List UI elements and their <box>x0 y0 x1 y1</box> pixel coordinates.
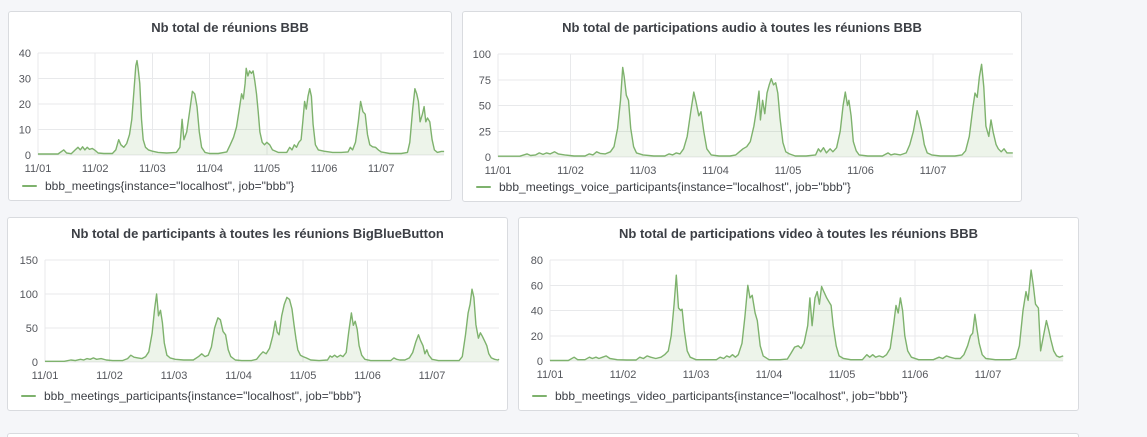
x-tick-label: 11/02 <box>82 163 109 175</box>
y-tick-label: 10 <box>19 125 31 137</box>
series-color-dash-icon <box>476 186 491 188</box>
y-tick-label: 75 <box>479 75 491 87</box>
panel-title[interactable]: Nb total de participations audio à toute… <box>562 20 922 35</box>
legend-label: bbb_meetings_video_participants{instance… <box>555 389 908 403</box>
x-tick-label: 11/04 <box>225 370 252 382</box>
series-area <box>498 64 1013 157</box>
panel-audio-participations: Nb total de participations audio à toute… <box>462 11 1022 202</box>
x-tick-label: 11/02 <box>557 165 584 177</box>
series-color-dash-icon <box>532 395 547 397</box>
y-tick-label: 100 <box>20 289 38 301</box>
y-tick-label: 40 <box>19 48 31 60</box>
y-tick-label: 20 <box>531 331 543 343</box>
y-tick-label: 50 <box>479 101 491 113</box>
x-tick-label: 11/07 <box>419 370 446 382</box>
x-tick-label: 11/07 <box>975 369 1002 381</box>
y-tick-label: 30 <box>19 74 31 86</box>
y-tick-label: 40 <box>531 306 543 318</box>
y-tick-label: 25 <box>479 126 491 138</box>
x-tick-label: 11/04 <box>196 163 223 175</box>
x-tick-label: 11/05 <box>829 369 856 381</box>
panel-meetings-total: Nb total de réunions BBB 0 10 20 30 40 11/01 1… <box>8 11 452 201</box>
series-color-dash-icon <box>21 395 36 397</box>
x-tick-label: 11/07 <box>368 163 395 175</box>
time-series-chart[interactable]: 0 20 40 60 80 11/01 11/02 11/03 11/04 11/05 11/06 1… <box>519 218 1078 410</box>
panel-video-participations: Nb total de participations video à toute… <box>518 217 1079 411</box>
next-panel-row-edge <box>7 433 1079 437</box>
series-line <box>550 269 1064 362</box>
legend-item[interactable]: bbb_meetings{instance="localhost", job="… <box>22 179 294 193</box>
x-tick-label: 11/03 <box>630 165 657 177</box>
series-line <box>38 59 445 155</box>
x-tick-label: 11/03 <box>683 369 710 381</box>
y-tick-label: 80 <box>531 255 543 267</box>
y-tick-label: 100 <box>473 49 491 61</box>
legend-item[interactable]: bbb_meetings_participants{instance="loca… <box>21 389 361 403</box>
x-tick-label: 11/06 <box>311 163 338 175</box>
x-tick-label: 11/07 <box>920 165 947 177</box>
x-tick-label: 11/05 <box>290 370 317 382</box>
x-tick-label: 11/03 <box>161 370 188 382</box>
series-area <box>550 270 1064 361</box>
x-tick-label: 11/04 <box>756 369 783 381</box>
legend-label: bbb_meetings_voice_participants{instance… <box>499 180 851 194</box>
x-tick-label: 11/03 <box>139 163 166 175</box>
x-tick-label: 11/05 <box>775 165 802 177</box>
y-tick-label: 60 <box>531 280 543 292</box>
x-tick-label: 11/06 <box>847 165 874 177</box>
legend-label: bbb_meetings{instance="localhost", job="… <box>45 179 295 193</box>
series-line <box>45 288 500 362</box>
time-series-chart[interactable]: 0 50 100 150 11/01 11/02 11/03 11/04 11/05 11/06 1… <box>8 218 507 410</box>
y-tick-label: 150 <box>20 255 38 267</box>
y-tick-label: 20 <box>19 99 31 111</box>
y-tick-label: 0 <box>485 152 491 164</box>
x-tick-label: 11/04 <box>702 165 729 177</box>
time-series-chart[interactable]: 0 25 50 75 100 11/01 11/02 11/03 11/04 11/05 11/06… <box>463 12 1021 201</box>
y-tick-label: 0 <box>32 357 38 369</box>
panel-title[interactable]: Nb total de réunions BBB <box>151 20 309 35</box>
x-tick-label: 11/06 <box>902 369 929 381</box>
series-area <box>38 60 445 155</box>
x-tick-label: 11/02 <box>96 370 123 382</box>
panel-participants-total: Nb total de participants à toutes les ré… <box>7 217 508 411</box>
panel-title[interactable]: Nb total de participants à toutes les ré… <box>71 226 444 241</box>
time-series-chart[interactable]: 0 10 20 30 40 11/01 11/02 11/03 11/04 11/05 11/06 1… <box>9 12 451 200</box>
series-line <box>498 63 1013 157</box>
x-tick-label: 11/01 <box>32 370 59 382</box>
series-color-dash-icon <box>22 185 37 187</box>
y-tick-label: 0 <box>537 356 543 368</box>
panel-title[interactable]: Nb total de participations video à toute… <box>619 226 978 241</box>
x-tick-label: 11/01 <box>485 165 512 177</box>
legend-item[interactable]: bbb_meetings_video_participants{instance… <box>532 389 908 403</box>
x-tick-label: 11/01 <box>537 369 564 381</box>
legend-label: bbb_meetings_participants{instance="loca… <box>44 389 362 403</box>
x-tick-label: 11/01 <box>25 163 52 175</box>
y-tick-label: 50 <box>26 323 38 335</box>
x-tick-label: 11/06 <box>354 370 381 382</box>
x-tick-label: 11/05 <box>253 163 280 175</box>
y-tick-label: 0 <box>25 150 31 162</box>
series-area <box>45 289 500 362</box>
legend-item[interactable]: bbb_meetings_voice_participants{instance… <box>476 180 851 194</box>
x-tick-label: 11/02 <box>610 369 637 381</box>
